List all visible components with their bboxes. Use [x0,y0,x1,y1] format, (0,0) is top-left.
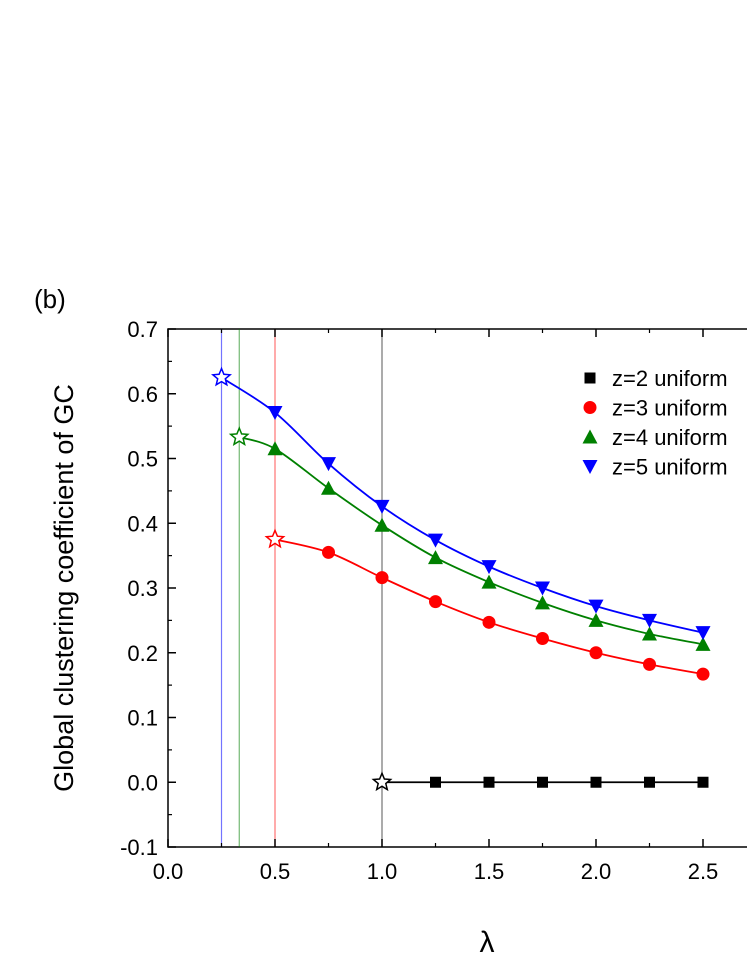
series-line [274,538,704,676]
panel-label: (b) [34,284,66,314]
marker [535,595,550,610]
marker [374,499,390,514]
x-axis-label: λ [480,926,495,959]
legend-marker [583,401,597,414]
marker [589,646,603,660]
marker [588,599,604,614]
threshold-star [371,771,393,792]
marker [429,595,442,609]
x-tick-label: 2.0 [581,859,612,884]
marker [642,613,657,628]
series-line [238,436,704,646]
y-tick-label: -0.1 [120,835,158,860]
marker [697,776,709,788]
marker [588,612,604,627]
marker [642,626,657,641]
marker [375,571,389,585]
y-tick-label: 0.3 [127,576,158,601]
legend-marker [582,460,598,474]
marker [267,441,283,456]
marker [537,776,548,788]
marker [267,406,283,421]
x-tick-label: 0.0 [153,859,184,884]
marker [695,636,711,651]
marker [322,545,335,559]
threshold-star [264,528,286,549]
marker [695,626,711,641]
marker [481,574,497,589]
marker [643,657,656,671]
x-tick-label: 0.5 [260,859,291,884]
legend-marker [584,372,596,384]
y-tick-label: 0.2 [127,641,158,666]
y-tick-label: 0.5 [127,447,158,472]
marker [374,517,390,532]
marker [483,776,495,788]
y-tick-label: 0.7 [127,317,158,342]
marker [430,776,441,788]
marker [428,533,443,548]
y-tick-label: 0.1 [127,706,158,731]
marker [482,615,496,629]
marker [481,560,497,575]
legend-label: z=2 uniform [612,366,728,391]
x-tick-label: 2.5 [688,859,719,884]
marker [536,632,549,646]
marker [321,480,336,495]
x-tick-label: 1.5 [474,859,505,884]
legend-marker [582,429,598,444]
marker [590,776,602,788]
marker [696,667,710,681]
marker [535,581,550,596]
marker [644,776,655,788]
series-line [221,376,704,634]
legend-label: z=3 uniform [612,396,728,421]
x-tick-label: 1.0 [367,859,398,884]
y-axis-label: Global clustering coefficient of GC [49,384,79,792]
y-tick-label: 0.4 [127,511,158,536]
threshold-star [228,426,250,447]
marker [428,550,443,565]
legend-label: z=5 uniform [612,455,728,480]
y-tick-label: 0.6 [127,382,158,407]
y-tick-label: 0.0 [127,770,158,795]
legend-label: z=4 uniform [612,425,728,450]
marker [321,457,336,472]
threshold-star [211,366,232,387]
